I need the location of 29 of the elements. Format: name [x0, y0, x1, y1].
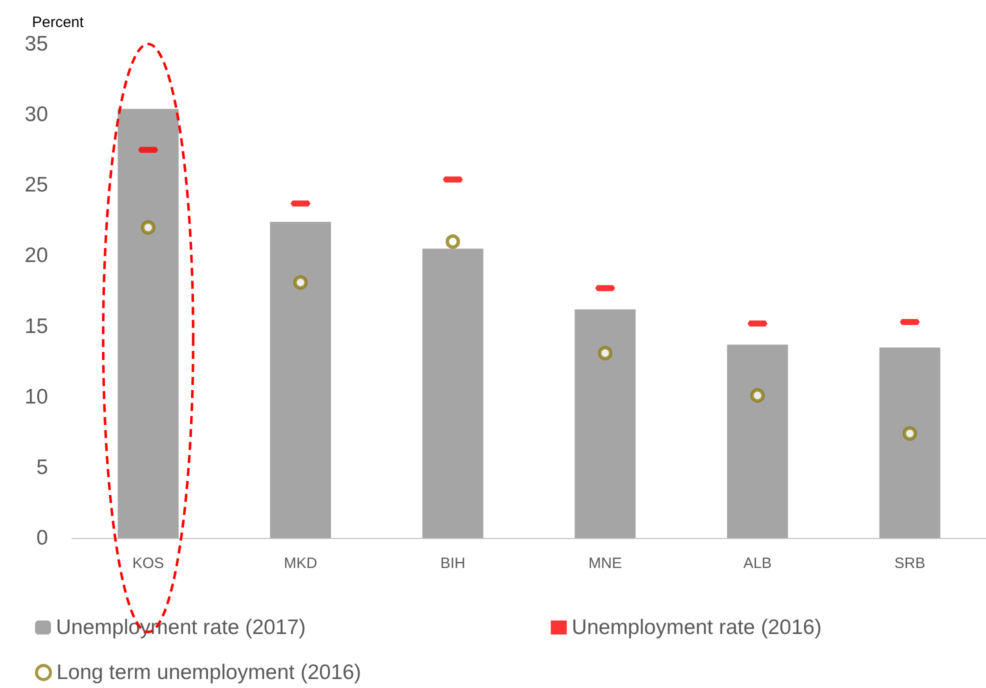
bar: [727, 344, 788, 538]
x-tick-label: MKD: [284, 555, 318, 572]
y-tick-label: 30: [24, 103, 48, 126]
x-tick-label: BIH: [440, 555, 466, 572]
point: [750, 388, 765, 403]
y-tick-label: 10: [24, 385, 48, 408]
y-tick-label: 20: [24, 244, 48, 268]
point: [598, 346, 612, 360]
y-axis-title: Percent: [32, 14, 85, 31]
legend-label: Long term unemployment (2016): [56, 661, 362, 684]
bar: [422, 248, 484, 538]
point: [446, 234, 460, 249]
bar: [574, 309, 636, 538]
legend-label: Unemployment rate (2016): [572, 616, 822, 639]
point: [902, 426, 918, 441]
bar: [270, 222, 331, 538]
bar: [879, 347, 940, 538]
y-tick-label: 5: [36, 456, 48, 479]
x-tick-label: ALB: [743, 555, 772, 572]
x-tick-label: KOS: [132, 555, 164, 572]
point: [140, 220, 156, 235]
y-tick-label: 0: [36, 526, 48, 550]
y-tick-label: 15: [24, 314, 48, 338]
y-tick-label: 35: [24, 32, 48, 56]
x-tick-label: MNE: [588, 555, 622, 572]
x-tick-label: SRB: [894, 555, 926, 572]
bar: [118, 108, 179, 538]
point: [293, 275, 308, 290]
y-tick-label: 25: [24, 174, 48, 197]
